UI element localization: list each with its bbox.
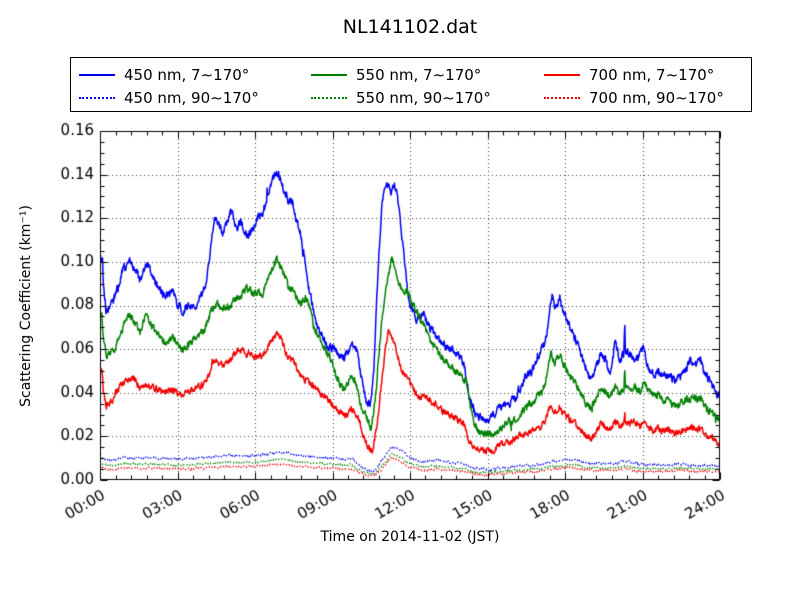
legend-grid: 450 nm, 7∼170° 550 nm, 7∼170° 700 nm, 7∼17…	[71, 58, 751, 109]
legend-dotted-line-swatch	[79, 96, 115, 99]
legend-dotted-line-swatch	[544, 96, 580, 99]
legend: 450 nm, 7∼170° 550 nm, 7∼170° 700 nm, 7∼17…	[70, 57, 752, 112]
y-axis-label: Scattering Coefficient (km⁻¹)	[18, 205, 34, 407]
legend-solid-line-swatch	[544, 73, 580, 76]
x-axis-label: Time on 2014-11-02 (JST)	[320, 529, 500, 545]
legend-label: 450 nm, 7∼170°	[124, 65, 250, 84]
legend-entry: 550 nm, 90∼170°	[311, 86, 544, 109]
legend-entry: 700 nm, 7∼170°	[544, 63, 751, 86]
chart-title: NL141102.dat	[342, 16, 478, 38]
legend-entry: 450 nm, 90∼170°	[79, 86, 311, 109]
legend-dotted-line-swatch	[311, 96, 347, 99]
legend-entry: 550 nm, 7∼170°	[311, 63, 544, 86]
legend-entry: 700 nm, 90∼170°	[544, 86, 751, 109]
legend-label: 700 nm, 90∼170°	[589, 88, 724, 107]
legend-label: 700 nm, 7∼170°	[589, 65, 715, 84]
legend-solid-line-swatch	[79, 73, 115, 76]
legend-label: 450 nm, 90∼170°	[124, 88, 259, 107]
legend-solid-line-swatch	[311, 73, 347, 76]
legend-entry: 450 nm, 7∼170°	[79, 63, 311, 86]
legend-label: 550 nm, 90∼170°	[356, 88, 491, 107]
legend-label: 550 nm, 7∼170°	[356, 65, 482, 84]
